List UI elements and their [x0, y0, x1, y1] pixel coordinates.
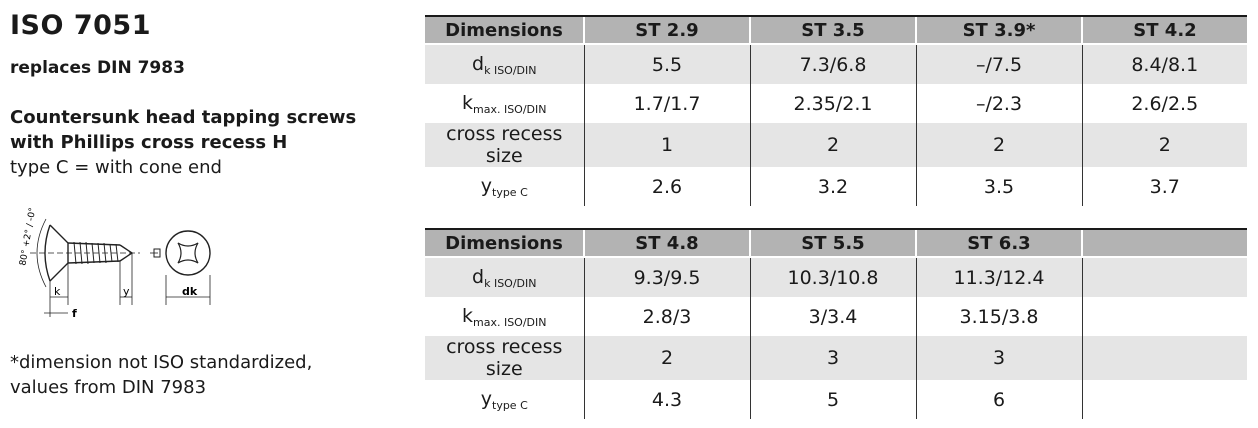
table-cell: 3 [749, 336, 916, 380]
header-size: ST 2.9 [583, 15, 750, 45]
table-cell: 2.6/2.5 [1081, 84, 1247, 123]
header-size: ST 3.5 [749, 15, 916, 45]
table-row: kmax. ISO/DIN 2.8/3 3/3.4 3.15/3.8 [425, 297, 1247, 336]
table-cell: 2 [583, 336, 750, 380]
table-row: cross recess size 2 3 3 [425, 336, 1247, 380]
row-label-recess: cross recess size [425, 123, 584, 167]
table-cell: 2.6 [583, 167, 750, 206]
footnote-line-2: values from DIN 7983 [10, 377, 207, 398]
row-label-y: ytype C [480, 387, 528, 412]
table-cell [1081, 297, 1247, 336]
left-panel: ISO 7051 replaces DIN 7983 Countersunk h… [10, 0, 410, 428]
description-line-1: Countersunk head tapping screws [10, 107, 357, 128]
description-line-3: type C = with cone end [10, 157, 222, 178]
dim-label-f: f [72, 307, 77, 320]
dim-label-dk: dk [182, 285, 198, 298]
table-cell: 1 [583, 123, 750, 167]
table-cell: 5.5 [583, 44, 750, 84]
table-cell: 3 [915, 336, 1082, 380]
row-label-dk: dk ISO/DIN [425, 44, 584, 84]
table-row: ytype C 4.3 5 6 [425, 380, 1247, 419]
table-cell: 7.3/6.8 [749, 44, 916, 84]
table-row: dk ISO/DIN 9.3/9.5 10.3/10.8 11.3/12.4 [425, 257, 1247, 297]
screw-technical-drawing: 80° +2° / -0° k f y dk [18, 207, 211, 320]
dimensions-table-2: Dimensions ST 4.8 ST 5.5 ST 6.3 dk ISO/D… [425, 228, 1247, 419]
table-cell: –/2.3 [915, 84, 1082, 123]
header-dimensions: Dimensions [425, 15, 584, 45]
table-row: dk ISO/DIN 5.5 7.3/6.8 –/7.5 8.4/8.1 [425, 44, 1247, 84]
description-line-2: with Phillips cross recess H [10, 132, 288, 153]
table-row: cross recess size 1 2 2 2 [425, 123, 1247, 167]
table-cell: 3.15/3.8 [915, 297, 1082, 336]
table-cell: 9.3/9.5 [583, 257, 750, 297]
row-label-y: ytype C [480, 174, 528, 199]
table-cell: 3/3.4 [749, 297, 916, 336]
table-cell: 4.3 [583, 380, 750, 419]
dim-label-y: y [123, 285, 130, 298]
row-label-kmax: kmax. ISO/DIN [461, 304, 547, 329]
replaces-note: replaces DIN 7983 [10, 58, 185, 78]
header-size: ST 5.5 [749, 228, 916, 258]
header-size: ST 4.2 [1081, 15, 1247, 45]
table-cell [1081, 380, 1247, 419]
header-size: ST 4.8 [583, 228, 750, 258]
table-cell [1081, 257, 1247, 297]
table-cell: 2 [915, 123, 1082, 167]
table-cell: 3.7 [1081, 167, 1247, 206]
table-row: ytype C 2.6 3.2 3.5 3.7 [425, 167, 1247, 206]
table-cell: 3.2 [749, 167, 916, 206]
footnote: *dimension not ISO standardized, values … [10, 350, 312, 400]
footnote-line-1: *dimension not ISO standardized, [10, 352, 313, 373]
table-cell: 2 [1081, 123, 1247, 167]
header-size: ST 6.3 [915, 228, 1082, 258]
row-label-recess: cross recess size [425, 336, 584, 380]
header-size: ST 3.9* [915, 15, 1082, 45]
table-cell: 2.8/3 [583, 297, 750, 336]
table-cell: 11.3/12.4 [915, 257, 1082, 297]
table-cell: 6 [915, 380, 1082, 419]
table-header-row: Dimensions ST 4.8 ST 5.5 ST 6.3 [425, 228, 1247, 258]
dim-label-k: k [54, 285, 61, 298]
page-title: ISO 7051 [10, 10, 151, 41]
table-cell [1081, 336, 1247, 380]
table-cell: 3.5 [915, 167, 1082, 206]
row-label-kmax: kmax. ISO/DIN [461, 91, 547, 116]
row-label-dk: dk ISO/DIN [425, 257, 584, 297]
table-cell: 1.7/1.7 [583, 84, 750, 123]
table-cell: 10.3/10.8 [749, 257, 916, 297]
header-size [1081, 228, 1247, 258]
angle-label: 80° +2° / -0° [18, 207, 38, 267]
table-cell: 5 [749, 380, 916, 419]
table-cell: –/7.5 [915, 44, 1082, 84]
table-cell: 8.4/8.1 [1081, 44, 1247, 84]
table-header-row: Dimensions ST 2.9 ST 3.5 ST 3.9* ST 4.2 [425, 15, 1247, 45]
table-cell: 2.35/2.1 [749, 84, 916, 123]
dimensions-table-1: Dimensions ST 2.9 ST 3.5 ST 3.9* ST 4.2 … [425, 15, 1247, 206]
table-cell: 2 [749, 123, 916, 167]
table-row: kmax. ISO/DIN 1.7/1.7 2.35/2.1 –/2.3 2.6… [425, 84, 1247, 123]
product-description: Countersunk head tapping screws with Phi… [10, 105, 356, 180]
header-dimensions: Dimensions [425, 228, 584, 258]
